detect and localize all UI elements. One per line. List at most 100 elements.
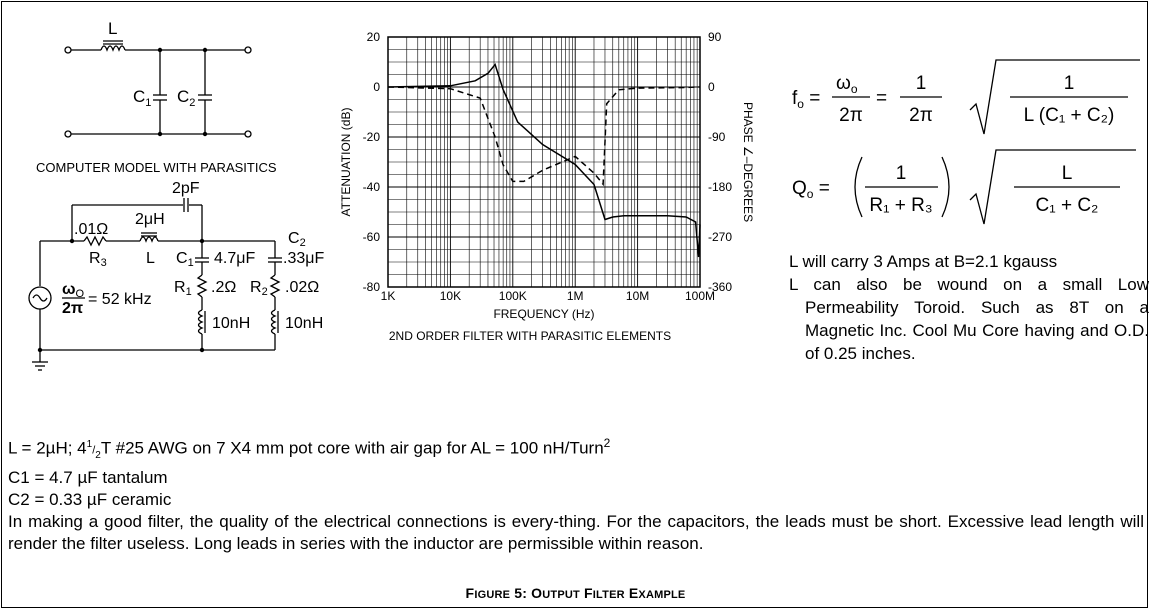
turn-exponent: 2 [603,436,611,450]
svg-text:R3: R3 [89,250,107,269]
r1-value: .2Ω [211,279,236,296]
svg-text:R2: R2 [250,279,268,298]
source-omega: ω [62,281,76,298]
r3-sub: 3 [101,257,107,269]
formula-one-b: 1 [1064,73,1075,94]
chart-ticks: 1K 10K 100K 1M 10M 100M 20 0 -20 -40 -60 -80 90 0 -90 -… [363,30,733,303]
formula-q-one: 1 [896,163,907,184]
y2-tick-label: 90 [708,30,722,44]
c2-spec: C2 = 0.33 µF ceramic [8,490,172,510]
component-notes: L = 2µH; 41/2T #25 AWG on 7 X4 mm pot co… [8,432,1148,555]
y2-tick-label: -180 [708,180,732,194]
chart-series [387,62,701,258]
cap-2pf-label: 2pF [172,180,200,197]
formula-f-sub: o [797,97,804,111]
y-tick-label: -60 [363,230,381,244]
model-c2-sub: 2 [300,237,306,249]
plot-border [387,36,701,288]
ideal-l-label: L [108,19,117,38]
y-tick-label: -80 [363,280,381,294]
y-axis-label: ATTENUATION (dB) [339,108,353,217]
formula-omega-sub: o [851,82,858,96]
svg-text:ωO: ωO [62,281,85,300]
fraction-num: 1 [86,439,93,450]
model-c1-sub: 1 [188,257,194,269]
y-tick-label: 20 [367,30,381,44]
phase-line [387,86,701,187]
r3-label: R [89,250,101,267]
r2-value: .02Ω [285,279,319,296]
formula-q-denominator: R₁ + R₃ [869,195,932,216]
y-tick-label: -20 [363,130,381,144]
formula-f-denominator: L (C₁ + C₂) [1024,105,1115,126]
ideal-c1-label: C [133,87,145,106]
formula-q-sub: o [807,187,814,201]
chart-grid [387,36,700,288]
r1-sub: 1 [186,286,192,298]
formula-f: f [792,88,798,109]
ideal-c2-sub: 2 [189,97,195,109]
ideal-c1-sub: 1 [145,97,151,109]
svg-text:Qo =: Qo = [792,178,830,201]
fraction-den: 2 [95,450,101,462]
y2-tick-label: 0 [708,80,715,94]
formula-eq3: = [813,178,829,199]
inductor-current-note: L will carry 3 Amps at B=2.1 kgauss [789,252,1058,271]
formula-2pi-a: 2π [839,105,863,126]
y2-tick-label: -90 [708,130,726,144]
x-axis-label: FREQUENCY (Hz) [493,307,594,321]
model-c2-label: C [288,230,300,247]
formula-q-numerator2: L [1062,163,1073,184]
connection-paragraph: In making a good filter, the quality of … [8,512,1144,554]
attenuation-line [387,62,701,258]
inductor-toroid-note: L can also be wound on a small Low Perme… [789,275,1149,363]
ideal-c2-label: C [177,87,189,106]
formula-one-a: 1 [916,73,927,94]
y2-axis-label: PHASE ∠–DEGREES [741,102,755,222]
model-c1-value: 4.7μF [214,250,255,267]
r2-sub: 2 [262,286,268,298]
svg-text:R1: R1 [174,279,192,298]
circuit-diagrams: L C1 C2 COMPUTER MODEL WITH PARASITICS [28,19,324,371]
esl1-value: 10nH [212,315,250,332]
x-tick-label: 1K [381,289,396,303]
y2-tick-label: -270 [708,230,732,244]
y-tick-label: -40 [363,180,381,194]
bode-plot: 1K 10K 100K 1M 10M 100M 20 0 -20 -40 -60 -80 90 0 -90 -… [339,30,755,343]
inductor-spec: L = 2µH; 41/2T #25 AWG on 7 X4 mm pot co… [8,436,611,462]
svg-text:ωo: ωo [836,73,858,96]
formula-q-denominator2: C₁ + C₂ [1036,195,1099,216]
x-tick-label: 1M [567,289,584,303]
formula-2pi-b: 2π [909,105,933,126]
r2-label: R [250,279,262,296]
x-tick-label: 100M [685,289,715,303]
formula-q: Q [792,178,807,199]
formulas: fo = ωo 2π = 1 2π 1 L (C₁ + C₂) Qo = 1 R… [792,59,1140,225]
formula-eq1: = [804,88,820,109]
source-omega-sub: O [76,288,85,300]
model-title: COMPUTER MODEL WITH PARASITICS [36,160,277,175]
model-c2-value: .33μF [283,250,324,267]
x-tick-label: 100K [499,289,527,303]
esl2-value: 10nH [285,315,323,332]
svg-text:fo =: fo = [792,88,820,111]
model-c1-label: C [176,250,188,267]
inductor-notes: L will carry 3 Amps at B=2.1 kgauss L ca… [789,250,1149,365]
source-2pi: 2π [62,300,83,317]
r3-value: .01Ω [74,221,108,238]
source-freq: = 52 kHz [88,291,152,308]
r1-label: R [174,279,186,296]
svg-text:C1: C1 [176,250,194,269]
formula-omega: ω [836,73,851,94]
svg-text:C2: C2 [288,230,306,249]
chart-title: 2ND ORDER FILTER WITH PARASITIC ELEMENTS [389,329,671,343]
y-tick-label: 0 [373,80,380,94]
c1-spec: C1 = 4.7 µF tantalum [8,468,168,488]
figure-caption: FIGURE 5: OUTPUT FILTER EXAMPLE [465,585,686,601]
model-l-label: L [146,250,155,267]
x-tick-label: 10M [626,289,649,303]
svg-text:C1: C1 [133,87,151,109]
x-tick-label: 10K [440,289,461,303]
svg-text:C2: C2 [177,87,195,109]
